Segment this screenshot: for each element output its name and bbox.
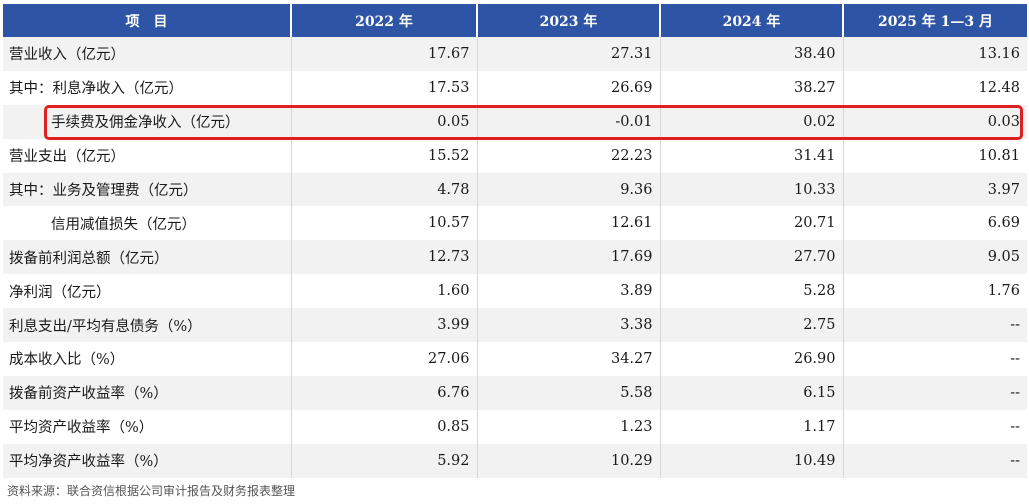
cell-value: 6.69 [843, 206, 1027, 241]
cell-value: -- [843, 375, 1027, 410]
header-2024: 2024 年 [660, 4, 844, 37]
cell-value: -- [843, 443, 1027, 478]
table-row: 手续费及佣金净收入（亿元） 0.05 -0.01 0.02 0.03 [3, 104, 1027, 139]
table-row: 信用减值损失（亿元） 10.57 12.61 20.71 6.69 [3, 206, 1027, 241]
row-label: 其中：业务及管理费（亿元） [3, 172, 292, 207]
cell-value: 10.49 [660, 443, 844, 478]
table-row: 其中：利息净收入（亿元） 17.53 26.69 38.27 12.48 [3, 70, 1027, 105]
cell-value: 10.81 [843, 138, 1027, 173]
source-note: 资料来源：联合资信根据公司审计报告及财务报表整理 [7, 484, 296, 498]
table-row: 平均净资产收益率（%） 5.92 10.29 10.49 -- [3, 443, 1027, 478]
cell-value: 3.99 [291, 308, 478, 343]
table-row: 平均资产收益率（%） 0.85 1.23 1.17 -- [3, 409, 1027, 444]
table-row: 利息支出/平均有息债务（%） 3.99 3.38 2.75 -- [3, 308, 1027, 343]
cell-value: 38.27 [660, 70, 844, 105]
row-label: 营业支出（亿元） [3, 138, 292, 173]
row-label: 平均资产收益率（%） [3, 409, 292, 444]
cell-value: 17.67 [291, 37, 478, 71]
table-row: 拨备前利润总额（亿元） 12.73 17.69 27.70 9.05 [3, 240, 1027, 275]
cell-value: 5.28 [660, 274, 844, 309]
table-header: 项 目 2022 年 2023 年 2024 年 2025 年 1—3 月 [3, 4, 1027, 37]
cell-value: 22.23 [477, 138, 661, 173]
cell-value: 0.02 [660, 104, 844, 139]
cell-value: 34.27 [477, 342, 661, 376]
cell-value: 6.15 [660, 375, 844, 410]
highlight-box [44, 105, 1023, 140]
cell-value: 10.33 [660, 172, 844, 207]
row-label: 拨备前利润总额（亿元） [3, 240, 292, 275]
cell-value: 17.69 [477, 240, 661, 275]
table-body: 营业收入（亿元） 17.67 27.31 38.40 13.16 其中：利息净收入（亿元）… [3, 37, 1027, 478]
header-2025q1: 2025 年 1—3 月 [843, 4, 1027, 37]
cell-value: 27.31 [477, 37, 661, 71]
cell-value: -- [843, 342, 1027, 376]
table-row: 营业收入（亿元） 17.67 27.31 38.40 13.16 [3, 37, 1027, 71]
cell-value: 0.85 [291, 409, 478, 444]
financial-indicators-table: 项 目 2022 年 2023 年 2024 年 2025 年 1—3 月 营业… [3, 4, 1027, 478]
cell-value: 0.03 [843, 104, 1027, 139]
table-row: 净利润（亿元） 1.60 3.89 5.28 1.76 [3, 274, 1027, 309]
cell-value: 17.53 [291, 70, 478, 105]
cell-value: -- [843, 409, 1027, 444]
cell-value: 31.41 [660, 138, 844, 173]
cell-value: 38.40 [660, 37, 844, 71]
cell-value: -- [843, 308, 1027, 343]
cell-value: -0.01 [477, 104, 661, 139]
table-row: 拨备前资产收益率（%） 6.76 5.58 6.15 -- [3, 375, 1027, 410]
row-label: 利息支出/平均有息债务（%） [3, 308, 292, 343]
row-label: 营业收入（亿元） [3, 37, 292, 71]
cell-value: 15.52 [291, 138, 478, 173]
cell-value: 3.89 [477, 274, 661, 309]
row-label: 成本收入比（%） [3, 342, 292, 376]
cell-value: 26.90 [660, 342, 844, 376]
cell-value: 10.29 [477, 443, 661, 478]
cell-value: 26.69 [477, 70, 661, 105]
cell-value: 9.05 [843, 240, 1027, 275]
cell-value: 1.17 [660, 409, 844, 444]
cell-value: 20.71 [660, 206, 844, 241]
cell-value: 3.97 [843, 172, 1027, 207]
cell-value: 1.23 [477, 409, 661, 444]
header-item: 项 目 [3, 4, 292, 37]
row-label: 拨备前资产收益率（%） [3, 375, 292, 410]
cell-value: 5.92 [291, 443, 478, 478]
row-label: 信用减值损失（亿元） [3, 206, 292, 241]
row-label: 净利润（亿元） [3, 274, 292, 309]
row-label: 手续费及佣金净收入（亿元） [3, 104, 292, 139]
cell-value: 2.75 [660, 308, 844, 343]
cell-value: 6.76 [291, 375, 478, 410]
row-label: 其中：利息净收入（亿元） [3, 70, 292, 105]
header-2023: 2023 年 [477, 4, 661, 37]
row-label: 平均净资产收益率（%） [3, 443, 292, 478]
cell-value: 13.16 [843, 37, 1027, 71]
cell-value: 1.60 [291, 274, 478, 309]
table-row: 其中：业务及管理费（亿元） 4.78 9.36 10.33 3.97 [3, 172, 1027, 207]
cell-value: 0.05 [291, 104, 478, 139]
cell-value: 12.73 [291, 240, 478, 275]
cell-value: 27.06 [291, 342, 478, 376]
cell-value: 27.70 [660, 240, 844, 275]
cell-value: 10.57 [291, 206, 478, 241]
cell-value: 12.48 [843, 70, 1027, 105]
header-2022: 2022 年 [291, 4, 478, 37]
header-row: 项 目 2022 年 2023 年 2024 年 2025 年 1—3 月 [3, 4, 1027, 37]
cell-value: 9.36 [477, 172, 661, 207]
cell-value: 4.78 [291, 172, 478, 207]
cell-value: 12.61 [477, 206, 661, 241]
cell-value: 5.58 [477, 375, 661, 410]
table-row: 营业支出（亿元） 15.52 22.23 31.41 10.81 [3, 138, 1027, 173]
table-row: 成本收入比（%） 27.06 34.27 26.90 -- [3, 342, 1027, 376]
cell-value: 3.38 [477, 308, 661, 343]
cell-value: 1.76 [843, 274, 1027, 309]
